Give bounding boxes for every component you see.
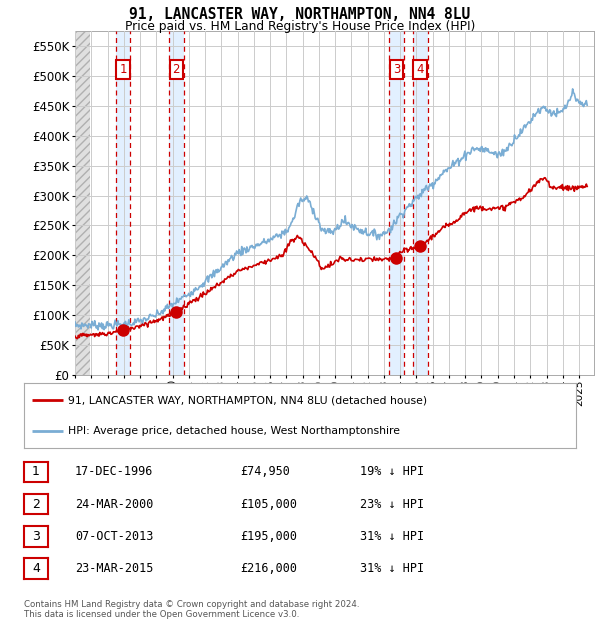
Text: HPI: Average price, detached house, West Northamptonshire: HPI: Average price, detached house, West… — [68, 427, 400, 436]
Text: 17-DEC-1996: 17-DEC-1996 — [75, 466, 154, 478]
Text: 1: 1 — [119, 63, 127, 76]
Text: £74,950: £74,950 — [240, 466, 290, 478]
Text: 3: 3 — [393, 63, 400, 76]
Text: 4: 4 — [32, 562, 40, 575]
Text: 3: 3 — [32, 530, 40, 542]
Text: 24-MAR-2000: 24-MAR-2000 — [75, 498, 154, 510]
Text: 91, LANCASTER WAY, NORTHAMPTON, NN4 8LU (detached house): 91, LANCASTER WAY, NORTHAMPTON, NN4 8LU … — [68, 395, 427, 405]
Text: Price paid vs. HM Land Registry's House Price Index (HPI): Price paid vs. HM Land Registry's House … — [125, 20, 475, 33]
Bar — [169, 31, 184, 375]
Text: 31% ↓ HPI: 31% ↓ HPI — [360, 530, 424, 542]
Text: Contains HM Land Registry data © Crown copyright and database right 2024.: Contains HM Land Registry data © Crown c… — [24, 600, 359, 609]
Text: 07-OCT-2013: 07-OCT-2013 — [75, 530, 154, 542]
Text: 23% ↓ HPI: 23% ↓ HPI — [360, 498, 424, 510]
Bar — [116, 31, 130, 375]
Text: 31% ↓ HPI: 31% ↓ HPI — [360, 562, 424, 575]
Text: 1: 1 — [32, 466, 40, 478]
Text: 23-MAR-2015: 23-MAR-2015 — [75, 562, 154, 575]
Text: 19% ↓ HPI: 19% ↓ HPI — [360, 466, 424, 478]
Text: 2: 2 — [173, 63, 180, 76]
Text: £195,000: £195,000 — [240, 530, 297, 542]
Text: 2: 2 — [32, 498, 40, 510]
Bar — [75, 31, 90, 375]
Bar — [389, 31, 404, 375]
Text: £216,000: £216,000 — [240, 562, 297, 575]
Text: This data is licensed under the Open Government Licence v3.0.: This data is licensed under the Open Gov… — [24, 609, 299, 619]
Text: 4: 4 — [416, 63, 424, 76]
Text: 91, LANCASTER WAY, NORTHAMPTON, NN4 8LU: 91, LANCASTER WAY, NORTHAMPTON, NN4 8LU — [130, 7, 470, 22]
Bar — [413, 31, 428, 375]
Text: £105,000: £105,000 — [240, 498, 297, 510]
